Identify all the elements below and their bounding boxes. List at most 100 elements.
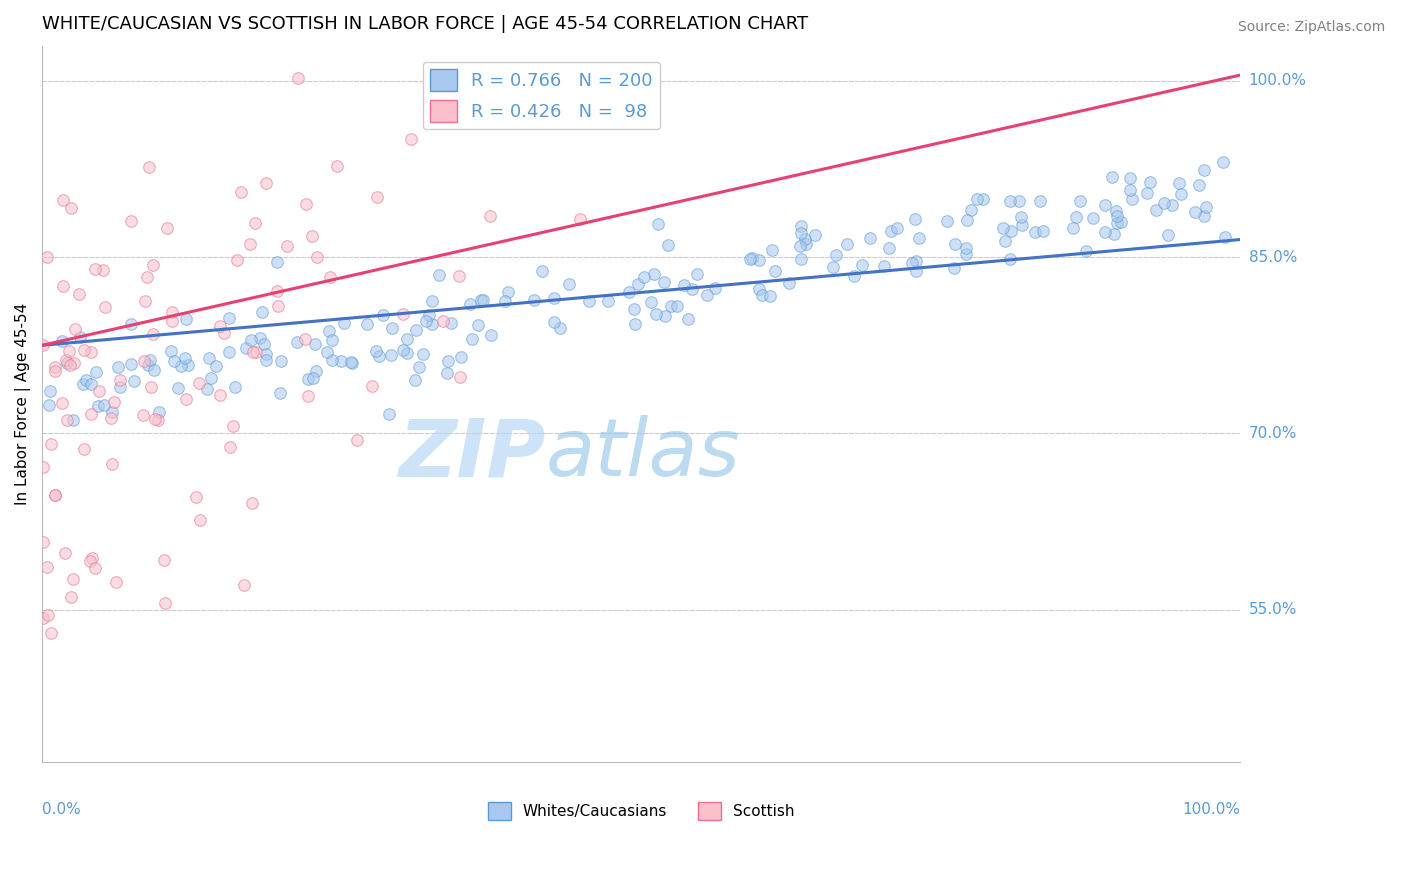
Point <box>294 332 316 346</box>
Point <box>821 260 844 275</box>
Point <box>908 230 931 244</box>
Point <box>1118 171 1140 186</box>
Point <box>740 252 762 267</box>
Point <box>378 407 401 421</box>
Point <box>665 299 688 313</box>
Point <box>1064 210 1087 224</box>
Point <box>578 294 600 309</box>
Point <box>142 258 165 272</box>
Point <box>79 554 101 568</box>
Point <box>212 326 235 340</box>
Point <box>1069 194 1091 209</box>
Point <box>254 353 277 368</box>
Point <box>479 327 502 342</box>
Point <box>79 345 101 359</box>
Point <box>307 250 329 264</box>
Point <box>408 360 430 375</box>
Point <box>1157 228 1180 243</box>
Point <box>877 241 900 255</box>
Point <box>793 232 815 246</box>
Point <box>1076 244 1098 258</box>
Point <box>879 224 901 238</box>
Point <box>266 285 288 299</box>
Point <box>63 356 86 370</box>
Point <box>44 364 66 378</box>
Point <box>245 216 267 230</box>
Point <box>89 384 111 399</box>
Point <box>886 220 908 235</box>
Point <box>523 293 546 307</box>
Point <box>558 277 581 291</box>
Point <box>956 213 979 227</box>
Point <box>412 346 434 360</box>
Point <box>405 323 427 337</box>
Point <box>643 267 665 281</box>
Point <box>73 442 96 456</box>
Point <box>170 359 193 373</box>
Point <box>59 201 82 215</box>
Point <box>748 282 770 296</box>
Point <box>35 559 58 574</box>
Point <box>53 546 76 560</box>
Point <box>450 351 472 365</box>
Point <box>295 197 318 211</box>
Point <box>108 373 131 387</box>
Point <box>101 457 124 471</box>
Point <box>1188 178 1211 193</box>
Point <box>440 316 463 330</box>
Point <box>420 317 443 331</box>
Point <box>873 259 896 273</box>
Point <box>100 411 122 425</box>
Point <box>859 231 882 245</box>
Point <box>218 311 240 326</box>
Point <box>254 347 277 361</box>
Point <box>32 535 55 549</box>
Point <box>1161 198 1184 212</box>
Text: 70.0%: 70.0% <box>1249 425 1296 441</box>
Point <box>160 305 183 319</box>
Point <box>1107 216 1129 230</box>
Point <box>285 334 308 349</box>
Point <box>972 192 994 206</box>
Point <box>415 314 437 328</box>
Point <box>395 332 418 346</box>
Point <box>44 488 66 502</box>
Point <box>548 321 571 335</box>
Point <box>1168 176 1191 190</box>
Point <box>449 269 471 284</box>
Point <box>623 302 645 317</box>
Point <box>437 353 460 368</box>
Point <box>1109 214 1132 228</box>
Point <box>31 611 53 625</box>
Point <box>837 236 859 251</box>
Point <box>790 227 813 241</box>
Point <box>1139 175 1161 189</box>
Point <box>1010 211 1032 225</box>
Point <box>160 314 183 328</box>
Point <box>200 371 222 385</box>
Point <box>103 394 125 409</box>
Point <box>678 312 700 326</box>
Point <box>31 338 53 352</box>
Point <box>778 276 800 290</box>
Point <box>224 380 246 394</box>
Point <box>72 376 94 391</box>
Point <box>321 352 343 367</box>
Point <box>226 253 249 268</box>
Point <box>761 244 783 258</box>
Point <box>174 312 197 326</box>
Point <box>55 352 77 367</box>
Point <box>52 194 75 208</box>
Point <box>1000 252 1022 267</box>
Point <box>321 333 343 347</box>
Point <box>153 552 176 566</box>
Point <box>174 351 197 366</box>
Point <box>297 372 319 386</box>
Point <box>741 252 763 266</box>
Point <box>52 279 75 293</box>
Text: Source: ZipAtlas.com: Source: ZipAtlas.com <box>1237 20 1385 34</box>
Point <box>652 275 675 289</box>
Point <box>80 377 103 392</box>
Point <box>647 217 669 231</box>
Point <box>1000 224 1022 238</box>
